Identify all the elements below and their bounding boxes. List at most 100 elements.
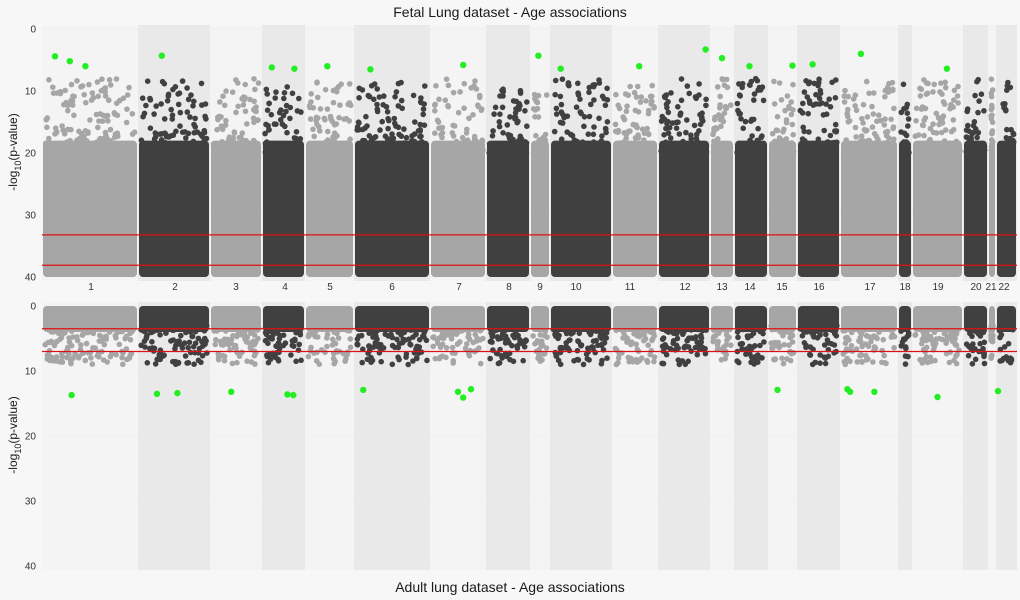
data-point [619,144,625,151]
data-point [939,117,945,123]
data-point [128,350,135,357]
data-point [192,115,198,122]
data-point [768,340,774,346]
data-point [221,149,227,155]
data-point [869,103,875,110]
data-point [586,113,593,120]
data-point [443,76,450,82]
data-point [801,340,808,346]
data-point [330,87,337,94]
data-point [472,78,478,84]
chromosome-label: 9 [537,282,543,293]
data-point [1008,140,1014,146]
data-point [325,128,331,135]
data-point [871,333,877,339]
chromosome-label: 4 [282,282,288,293]
data-point [649,98,655,105]
data-point [783,136,790,142]
data-point [947,148,953,154]
data-point [312,333,319,340]
data-point [293,135,300,142]
data-point [265,122,271,129]
data-point [819,150,826,156]
data-point [151,111,157,117]
data-point [975,109,981,116]
data-point [937,144,944,150]
data-point [193,150,200,156]
data-point [675,357,682,363]
data-point [751,91,758,97]
data-point [634,83,641,90]
data-point [988,147,995,154]
data-point [752,149,759,156]
significant-point [360,386,367,394]
data-point [919,122,926,128]
data-point [790,107,796,113]
data-point [723,76,730,83]
data-point [146,322,153,329]
data-point [937,323,943,329]
data-point [281,95,287,102]
data-point [879,148,886,155]
data-point [717,93,723,100]
data-point [651,105,657,111]
data-point [90,345,96,351]
data-point [650,330,657,337]
data-point [440,322,446,329]
data-point [978,91,985,97]
data-point [315,94,321,101]
data-point [420,111,427,118]
data-point [799,333,806,339]
data-point [322,146,329,153]
data-point [932,357,938,364]
data-point [439,353,446,360]
data-point [97,332,103,339]
data-point [778,97,785,103]
data-point [790,131,796,138]
data-point [403,354,409,360]
y-tick-label: 40 [25,273,37,284]
data-point [688,327,694,333]
data-point [734,100,741,107]
data-point [335,83,342,90]
data-point [71,112,77,119]
data-point [1004,126,1010,133]
data-point [599,133,605,139]
y-tick-label: 0 [30,302,36,313]
data-point [65,107,71,114]
data-point [627,128,633,134]
data-point [623,108,630,115]
data-point [649,82,655,89]
data-point [212,341,218,348]
data-point [581,114,588,120]
data-point [514,119,520,126]
data-point [591,124,597,130]
data-point [198,80,205,87]
data-point [644,357,650,364]
data-point [240,142,247,149]
data-point [222,122,229,128]
data-point [989,102,995,109]
data-point [821,127,827,134]
data-point [980,345,986,352]
data-point [674,335,681,342]
data-point [586,329,592,336]
data-point [815,82,821,89]
data-point [106,97,112,103]
point-cloud [964,140,987,277]
data-point [964,149,971,156]
data-point [337,102,343,108]
data-point [497,322,503,329]
data-point [842,87,848,94]
data-point [214,126,220,133]
data-point [711,138,717,145]
data-point [924,146,930,152]
data-point [127,337,134,343]
chromosome-label: 19 [932,282,944,293]
data-point [676,131,683,137]
data-point [153,103,159,109]
data-point [604,149,610,155]
data-point [240,102,247,108]
data-point [624,146,631,153]
data-point [688,136,694,142]
